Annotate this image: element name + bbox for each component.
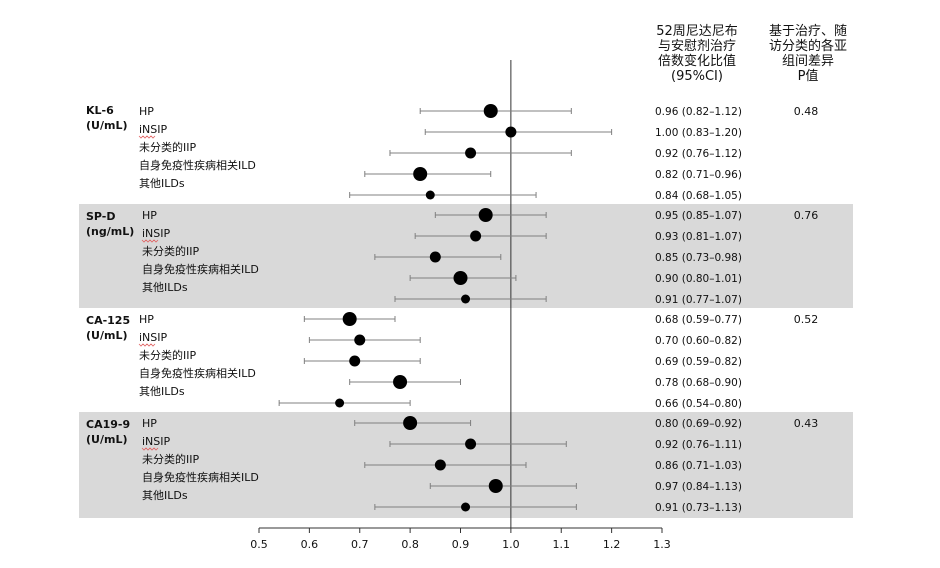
ratio-ci-text: 0.85 (0.73–0.98) bbox=[655, 252, 742, 264]
subgroup-label: 自身免疫性疾病相关ILD bbox=[139, 158, 256, 172]
point-estimate bbox=[505, 126, 517, 138]
point-estimate bbox=[465, 147, 477, 159]
p-value: 0.76 bbox=[794, 209, 819, 222]
ratio-ci-text: 0.91 (0.77–1.07) bbox=[655, 294, 742, 306]
point-estimate bbox=[434, 459, 446, 471]
point-estimate bbox=[453, 271, 468, 285]
x-tick-label: 1.0 bbox=[502, 538, 520, 551]
ratio-ci-text: 0.90 (0.80–1.01) bbox=[655, 273, 742, 285]
ratio-ci-text: 0.93 (0.81–1.07) bbox=[655, 231, 742, 243]
ratio-header-line-4: (95%CI) bbox=[671, 69, 723, 84]
point-estimate bbox=[461, 502, 471, 512]
p-header-line-3: 组间差异 bbox=[781, 54, 834, 69]
point-estimate bbox=[488, 479, 503, 493]
subgroup-label: 自身免疫性疾病相关ILD bbox=[142, 470, 259, 484]
spellcheck-underline bbox=[141, 239, 159, 243]
point-estimate bbox=[403, 416, 418, 430]
group-unit: (U/mL) bbox=[86, 329, 127, 342]
point-estimate bbox=[335, 398, 345, 408]
p-header-line-4: P值 bbox=[797, 69, 819, 84]
group-band bbox=[79, 204, 853, 308]
subgroup-label: iNSIP bbox=[139, 123, 168, 136]
p-value: 0.52 bbox=[794, 313, 819, 326]
ratio-ci-text: 0.86 (0.71–1.03) bbox=[655, 460, 742, 472]
ratio-ci-text: 0.95 (0.85–1.07) bbox=[655, 210, 742, 222]
ratio-ci-text: 0.91 (0.73–1.13) bbox=[655, 502, 742, 514]
ratio-ci-text: 0.97 (0.84–1.13) bbox=[655, 481, 742, 493]
p-value-column-header: 基于治疗、随 访分类的各亚 组间差异 P值 bbox=[760, 24, 856, 84]
point-estimate bbox=[354, 334, 366, 346]
group-name: CA-125 bbox=[86, 314, 130, 327]
x-tick-label: 0.7 bbox=[351, 538, 369, 551]
subgroup-label: HP bbox=[139, 105, 154, 118]
x-tick-label: 0.8 bbox=[401, 538, 419, 551]
ratio-ci-text: 0.80 (0.69–0.92) bbox=[655, 418, 742, 430]
subgroup-label: 其他ILDs bbox=[139, 177, 185, 190]
group-unit: (U/mL) bbox=[86, 119, 127, 132]
point-estimate bbox=[393, 375, 408, 389]
p-header-line-1: 基于治疗、随 bbox=[768, 24, 847, 39]
subgroup-label: 其他ILDs bbox=[139, 385, 185, 398]
spellcheck-underline bbox=[138, 135, 156, 139]
subgroup-label: 其他ILDs bbox=[142, 281, 188, 294]
x-tick-label: 0.5 bbox=[250, 538, 268, 551]
group-unit: (U/mL) bbox=[86, 433, 127, 446]
x-tick-label: 1.1 bbox=[553, 538, 571, 551]
ratio-ci-text: 0.69 (0.59–0.82) bbox=[655, 356, 742, 368]
point-estimate bbox=[483, 104, 498, 118]
point-estimate bbox=[425, 190, 435, 200]
subgroup-label: 未分类的IIP bbox=[142, 244, 199, 258]
ratio-ci-text: 0.92 (0.76–1.11) bbox=[655, 439, 742, 451]
point-estimate bbox=[470, 230, 482, 242]
group-name: KL-6 bbox=[86, 104, 114, 117]
point-estimate bbox=[429, 251, 441, 263]
subgroup-label: 自身免疫性疾病相关ILD bbox=[142, 262, 259, 276]
point-estimate bbox=[413, 167, 428, 181]
subgroup-label: 未分类的IIP bbox=[142, 452, 199, 466]
subgroup-label: 未分类的IIP bbox=[139, 348, 196, 362]
ratio-header-line-3: 倍数变化比值 bbox=[657, 54, 736, 69]
ratio-column-header: 52周尼达尼布 与安慰剂治疗 倍数变化比值 (95%CI) bbox=[632, 24, 762, 84]
x-tick-label: 1.2 bbox=[603, 538, 621, 551]
ratio-ci-text: 0.68 (0.59–0.77) bbox=[655, 314, 742, 326]
group-name: SP-D bbox=[86, 210, 116, 223]
group-unit: (ng/mL) bbox=[86, 225, 134, 238]
spellcheck-underline bbox=[138, 343, 156, 347]
p-header-line-2: 访分类的各亚 bbox=[768, 39, 847, 54]
p-value: 0.48 bbox=[794, 105, 819, 118]
x-tick-label: 0.9 bbox=[452, 538, 470, 551]
ratio-header-line-2: 与安慰剂治疗 bbox=[657, 39, 736, 54]
ratio-ci-text: 0.96 (0.82–1.12) bbox=[655, 106, 742, 118]
subgroup-label: 自身免疫性疾病相关ILD bbox=[139, 366, 256, 380]
subgroup-label: HP bbox=[142, 209, 157, 222]
point-estimate bbox=[461, 294, 471, 304]
ratio-ci-text: 0.66 (0.54–0.80) bbox=[655, 398, 742, 410]
ratio-ci-text: 0.82 (0.71–0.96) bbox=[655, 169, 742, 181]
ratio-ci-text: 0.70 (0.60–0.82) bbox=[655, 335, 742, 347]
subgroup-label: iNSIP bbox=[142, 227, 171, 240]
subgroup-label: HP bbox=[142, 417, 157, 430]
group-name: CA19-9 bbox=[86, 418, 130, 431]
subgroup-label: iNSIP bbox=[139, 331, 168, 344]
x-tick-label: 0.6 bbox=[301, 538, 319, 551]
ratio-ci-text: 0.84 (0.68–1.05) bbox=[655, 190, 742, 202]
spellcheck-underline bbox=[141, 447, 159, 451]
ratio-ci-text: 0.78 (0.68–0.90) bbox=[655, 377, 742, 389]
subgroup-label: 其他ILDs bbox=[142, 489, 188, 502]
subgroup-label: 未分类的IIP bbox=[139, 140, 196, 154]
point-estimate bbox=[478, 208, 493, 222]
point-estimate bbox=[349, 355, 361, 367]
subgroup-label: HP bbox=[139, 313, 154, 326]
ratio-ci-text: 0.92 (0.76–1.12) bbox=[655, 148, 742, 160]
p-value: 0.43 bbox=[794, 417, 819, 430]
subgroup-label: iNSIP bbox=[142, 435, 171, 448]
point-estimate bbox=[342, 312, 357, 326]
x-tick-label: 1.3 bbox=[653, 538, 671, 551]
ratio-header-line-1: 52周尼达尼布 bbox=[656, 24, 738, 39]
ratio-ci-text: 1.00 (0.83–1.20) bbox=[655, 127, 742, 139]
point-estimate bbox=[465, 438, 477, 450]
